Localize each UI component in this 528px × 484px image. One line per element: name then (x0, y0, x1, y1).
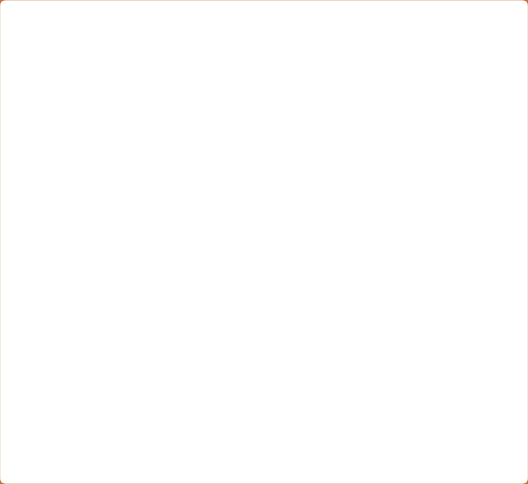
Nylon-5% (65, 273, 72, 279)
Nylon-5% (142, 201, 148, 207)
Nylon (284, 103, 290, 108)
Text: composites.: composites. (133, 452, 200, 462)
Nylon-1% (233, 157, 240, 163)
Nylon-3% (116, 68, 122, 74)
Nylon-3% (504, 216, 510, 222)
Nylon (448, 124, 455, 130)
Nylon-1% (363, 111, 369, 117)
Nylon-5% (253, 164, 259, 170)
Nylon (142, 111, 148, 117)
Nylon-5% (375, 132, 382, 138)
Line: Nylon: Nylon (69, 106, 507, 264)
Line: Nylon-1%: Nylon-1% (69, 114, 507, 257)
Nylon-5% (116, 166, 122, 171)
Nylon (252, 121, 259, 126)
Nylon-5% (234, 198, 240, 204)
Nylon-3% (142, 131, 148, 136)
Nylon-3% (495, 333, 502, 339)
Text: The FTIR spectra of nylon and its sugarcane bagasse: The FTIR spectra of nylon and its sugarc… (133, 414, 427, 424)
Nylon (116, 113, 122, 119)
Nylon-1% (448, 165, 455, 171)
Nylon-3% (448, 293, 455, 299)
Nylon-5% (495, 196, 502, 201)
Nylon-3% (469, 345, 476, 350)
Nylon (504, 232, 510, 238)
Nylon (495, 114, 502, 120)
Nylon-1% (116, 129, 122, 135)
Nylon-3% (65, 218, 72, 224)
Nylon-3% (252, 64, 259, 70)
FancyBboxPatch shape (6, 405, 130, 469)
Nylon-1% (65, 254, 72, 260)
Nylon-3% (356, 37, 363, 43)
Nylon-5% (171, 277, 177, 283)
Nylon-1% (142, 156, 148, 162)
Legend: Nylon, Nylon-1%, Nylon-3%, Nylon-5%: Nylon, Nylon-1%, Nylon-3%, Nylon-5% (74, 282, 180, 357)
Text: Figure 10: Figure 10 (39, 430, 98, 440)
Nylon-1% (495, 150, 502, 155)
Nylon (65, 261, 72, 267)
Nylon-1% (504, 254, 510, 259)
Y-axis label: Transmittance / a.u.: Transmittance / a.u. (50, 131, 63, 256)
X-axis label: Wavenumber / cm⁻¹: Wavenumber / cm⁻¹ (214, 392, 361, 405)
Line: Nylon-3%: Nylon-3% (69, 40, 507, 348)
Nylon-5% (448, 204, 455, 210)
Nylon (233, 127, 240, 133)
Nylon-3% (233, 159, 240, 165)
Line: Nylon-5%: Nylon-5% (69, 135, 507, 280)
Nylon-1% (252, 129, 259, 135)
Nylon-5% (504, 274, 510, 280)
